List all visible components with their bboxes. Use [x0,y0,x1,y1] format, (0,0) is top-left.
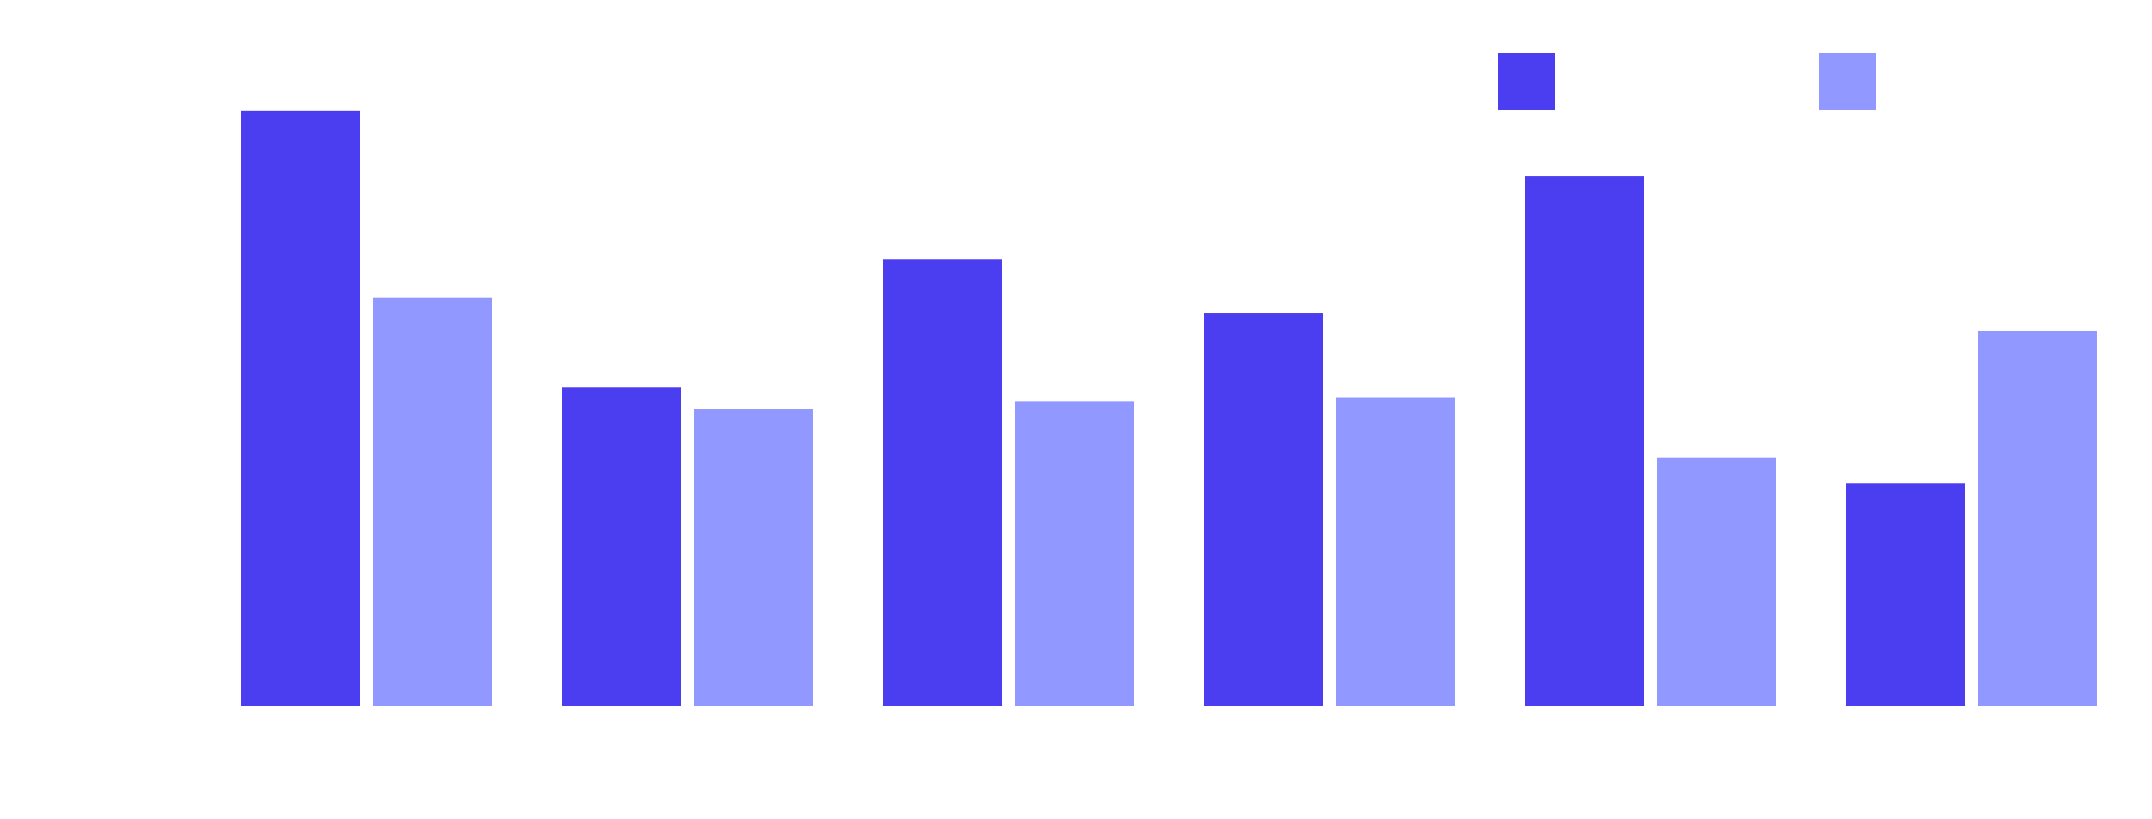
bar-series-2 [1015,401,1134,706]
bar-group [562,387,813,706]
bar-series-1 [1525,176,1644,706]
bar-series-2 [694,409,813,706]
bar-series-2 [1657,457,1776,706]
bar-group [1846,330,2097,706]
bar-series-2 [373,297,492,706]
bar-series-1 [883,259,1002,706]
bar-series-1 [1846,483,1965,706]
legend-swatch-series-2 [1819,53,1876,110]
bar-series-1 [562,387,681,706]
bar-series-1 [241,110,360,707]
bar-group [1204,313,1455,706]
bar-group [883,259,1134,706]
bar-series-2 [1336,397,1455,706]
legend-swatch-series-1 [1498,53,1555,110]
legend [1498,53,1876,110]
bar-series-2 [1978,330,2097,706]
bar-group [241,110,492,707]
bar-series-1 [1204,313,1323,706]
plot-area [241,110,2097,707]
bar-group [1525,176,1776,706]
